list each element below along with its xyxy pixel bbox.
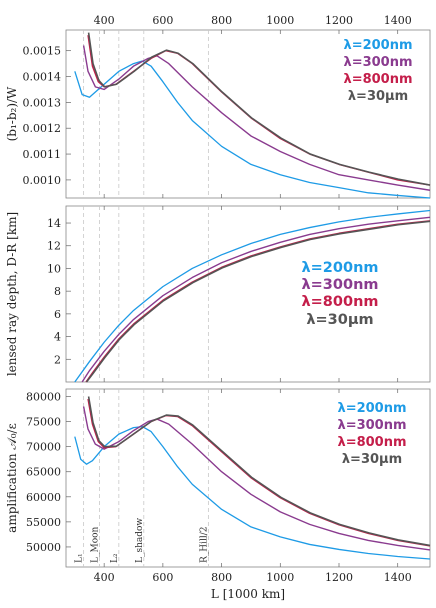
panel-2-lines [74,209,431,383]
y-tick-label: 8 [54,285,61,298]
x-tick-label: 400 [94,14,115,27]
y-tick-label: 80000 [26,391,61,404]
series-line-0 [74,60,431,199]
panel-1-markers [83,30,209,198]
legend-1-item-300nm: λ=300nm [343,55,412,70]
panel-ray-depth: lensed ray depth, D-R [km] 2 4 6 8 10 12 14 λ=… [5,205,431,383]
series-line-0 [74,425,431,560]
y-tick-label: 14 [47,217,61,230]
panel-3-frame [65,388,431,568]
series-line-1 [82,45,431,191]
marker-label: L_Moon [90,526,100,563]
series-line-3 [87,396,431,547]
series-line-3 [87,32,431,186]
panel-1-frame [65,29,431,199]
panel-2-ticks: 2 4 6 8 10 12 14 [47,206,399,382]
panel-2-markers [83,206,209,382]
marker-label: L₁ [75,553,85,563]
panel-3-xlabel: L [1000 km] [211,587,285,601]
panel-2-legend: λ=200nm λ=300nm λ=800nm λ=30μm [301,260,378,328]
legend-2-item-800nm: λ=800nm [301,294,378,310]
legend-3-item-300nm: λ=300nm [337,418,406,433]
y-tick-label: 0.0010 [23,174,62,187]
legend-2-item-300nm: λ=300nm [301,277,378,293]
panel-2-ylabel: lensed ray depth, D-R [km] [5,212,19,376]
legend-2-item-30um: λ=30μm [306,312,373,328]
y-tick-label: 55000 [26,516,61,529]
y-tick-label: 0.0011 [23,148,62,161]
legend-3-item-30um: λ=30μm [342,452,402,467]
y-tick-label: 2 [54,353,61,366]
x-tick-label: 600 [152,14,173,27]
x-tick-label: 600 [152,571,173,584]
y-tick-label: 6 [54,308,61,321]
y-tick-label: 50000 [26,541,61,554]
x-tick-label: 800 [211,571,232,584]
panel-2-frame [65,205,431,383]
y-tick-label: 60000 [26,491,61,504]
y-tick-label: 0.0014 [23,71,62,84]
x-tick-label: 1400 [384,14,412,27]
x-tick-label: 1400 [384,571,412,584]
marker-label: L_shadow [135,518,145,563]
panel-3-ylabel: amplification 𝒜₀/ε [5,423,19,533]
x-tick-label: 400 [94,571,115,584]
y-tick-label: 0.0015 [23,45,62,58]
panel-1-legend: λ=200nm λ=300nm λ=800nm λ=30μm [343,38,412,104]
y-tick-label: 12 [47,240,61,253]
panel-beam-width: (b₁-b₂)/W 400 600 800 1000 1200 1400 0.0010 0.0… [5,14,431,199]
x-tick-label: 1000 [266,14,294,27]
series-line-1 [82,406,431,551]
y-tick-label: 75000 [26,416,61,429]
series-line-3 [85,220,431,383]
x-tick-label: 1200 [325,571,353,584]
panel-1-lines [74,32,431,199]
y-tick-label: 65000 [26,466,61,479]
panel-amplification: amplification 𝒜₀/ε L [1000 km] 400 600 800… [5,388,431,601]
x-tick-label: 1000 [266,571,294,584]
y-tick-label: 4 [54,331,61,344]
y-tick-label: 0.0012 [23,122,62,135]
series-line-1 [81,216,431,383]
legend-2-item-200nm: λ=200nm [301,260,378,276]
legend-1-item-200nm: λ=200nm [343,38,412,53]
panel-3-ticks: 400 600 800 1000 1200 1400 50000 55000 60000 6500… [26,389,412,584]
legend-3-item-800nm: λ=800nm [337,435,406,450]
panel-1-ticks: 400 600 800 1000 1200 1400 0.0010 0.0011 0.0012 0… [23,14,412,198]
series-line-0 [74,209,431,383]
x-tick-label: 1200 [325,14,353,27]
legend-3-item-200nm: λ=200nm [337,401,406,416]
marker-label: L₂ [110,553,120,563]
legend-1-item-800nm: λ=800nm [343,72,412,87]
x-tick-label: 800 [211,14,232,27]
panel-3-markers: L₁ L_Moon L₂ L_shadow R_Hill/2 [75,389,209,567]
panel-1-ylabel: (b₁-b₂)/W [5,86,19,141]
y-tick-label: 0.0013 [23,96,62,109]
marker-label: R_Hill/2 [199,526,209,563]
panel-3-legend: λ=200nm λ=300nm λ=800nm λ=30μm [337,401,406,467]
legend-1-item-30um: λ=30μm [348,89,408,104]
panel-3-lines [74,396,431,560]
y-tick-label: 10 [47,262,61,275]
y-tick-label: 70000 [26,441,61,454]
